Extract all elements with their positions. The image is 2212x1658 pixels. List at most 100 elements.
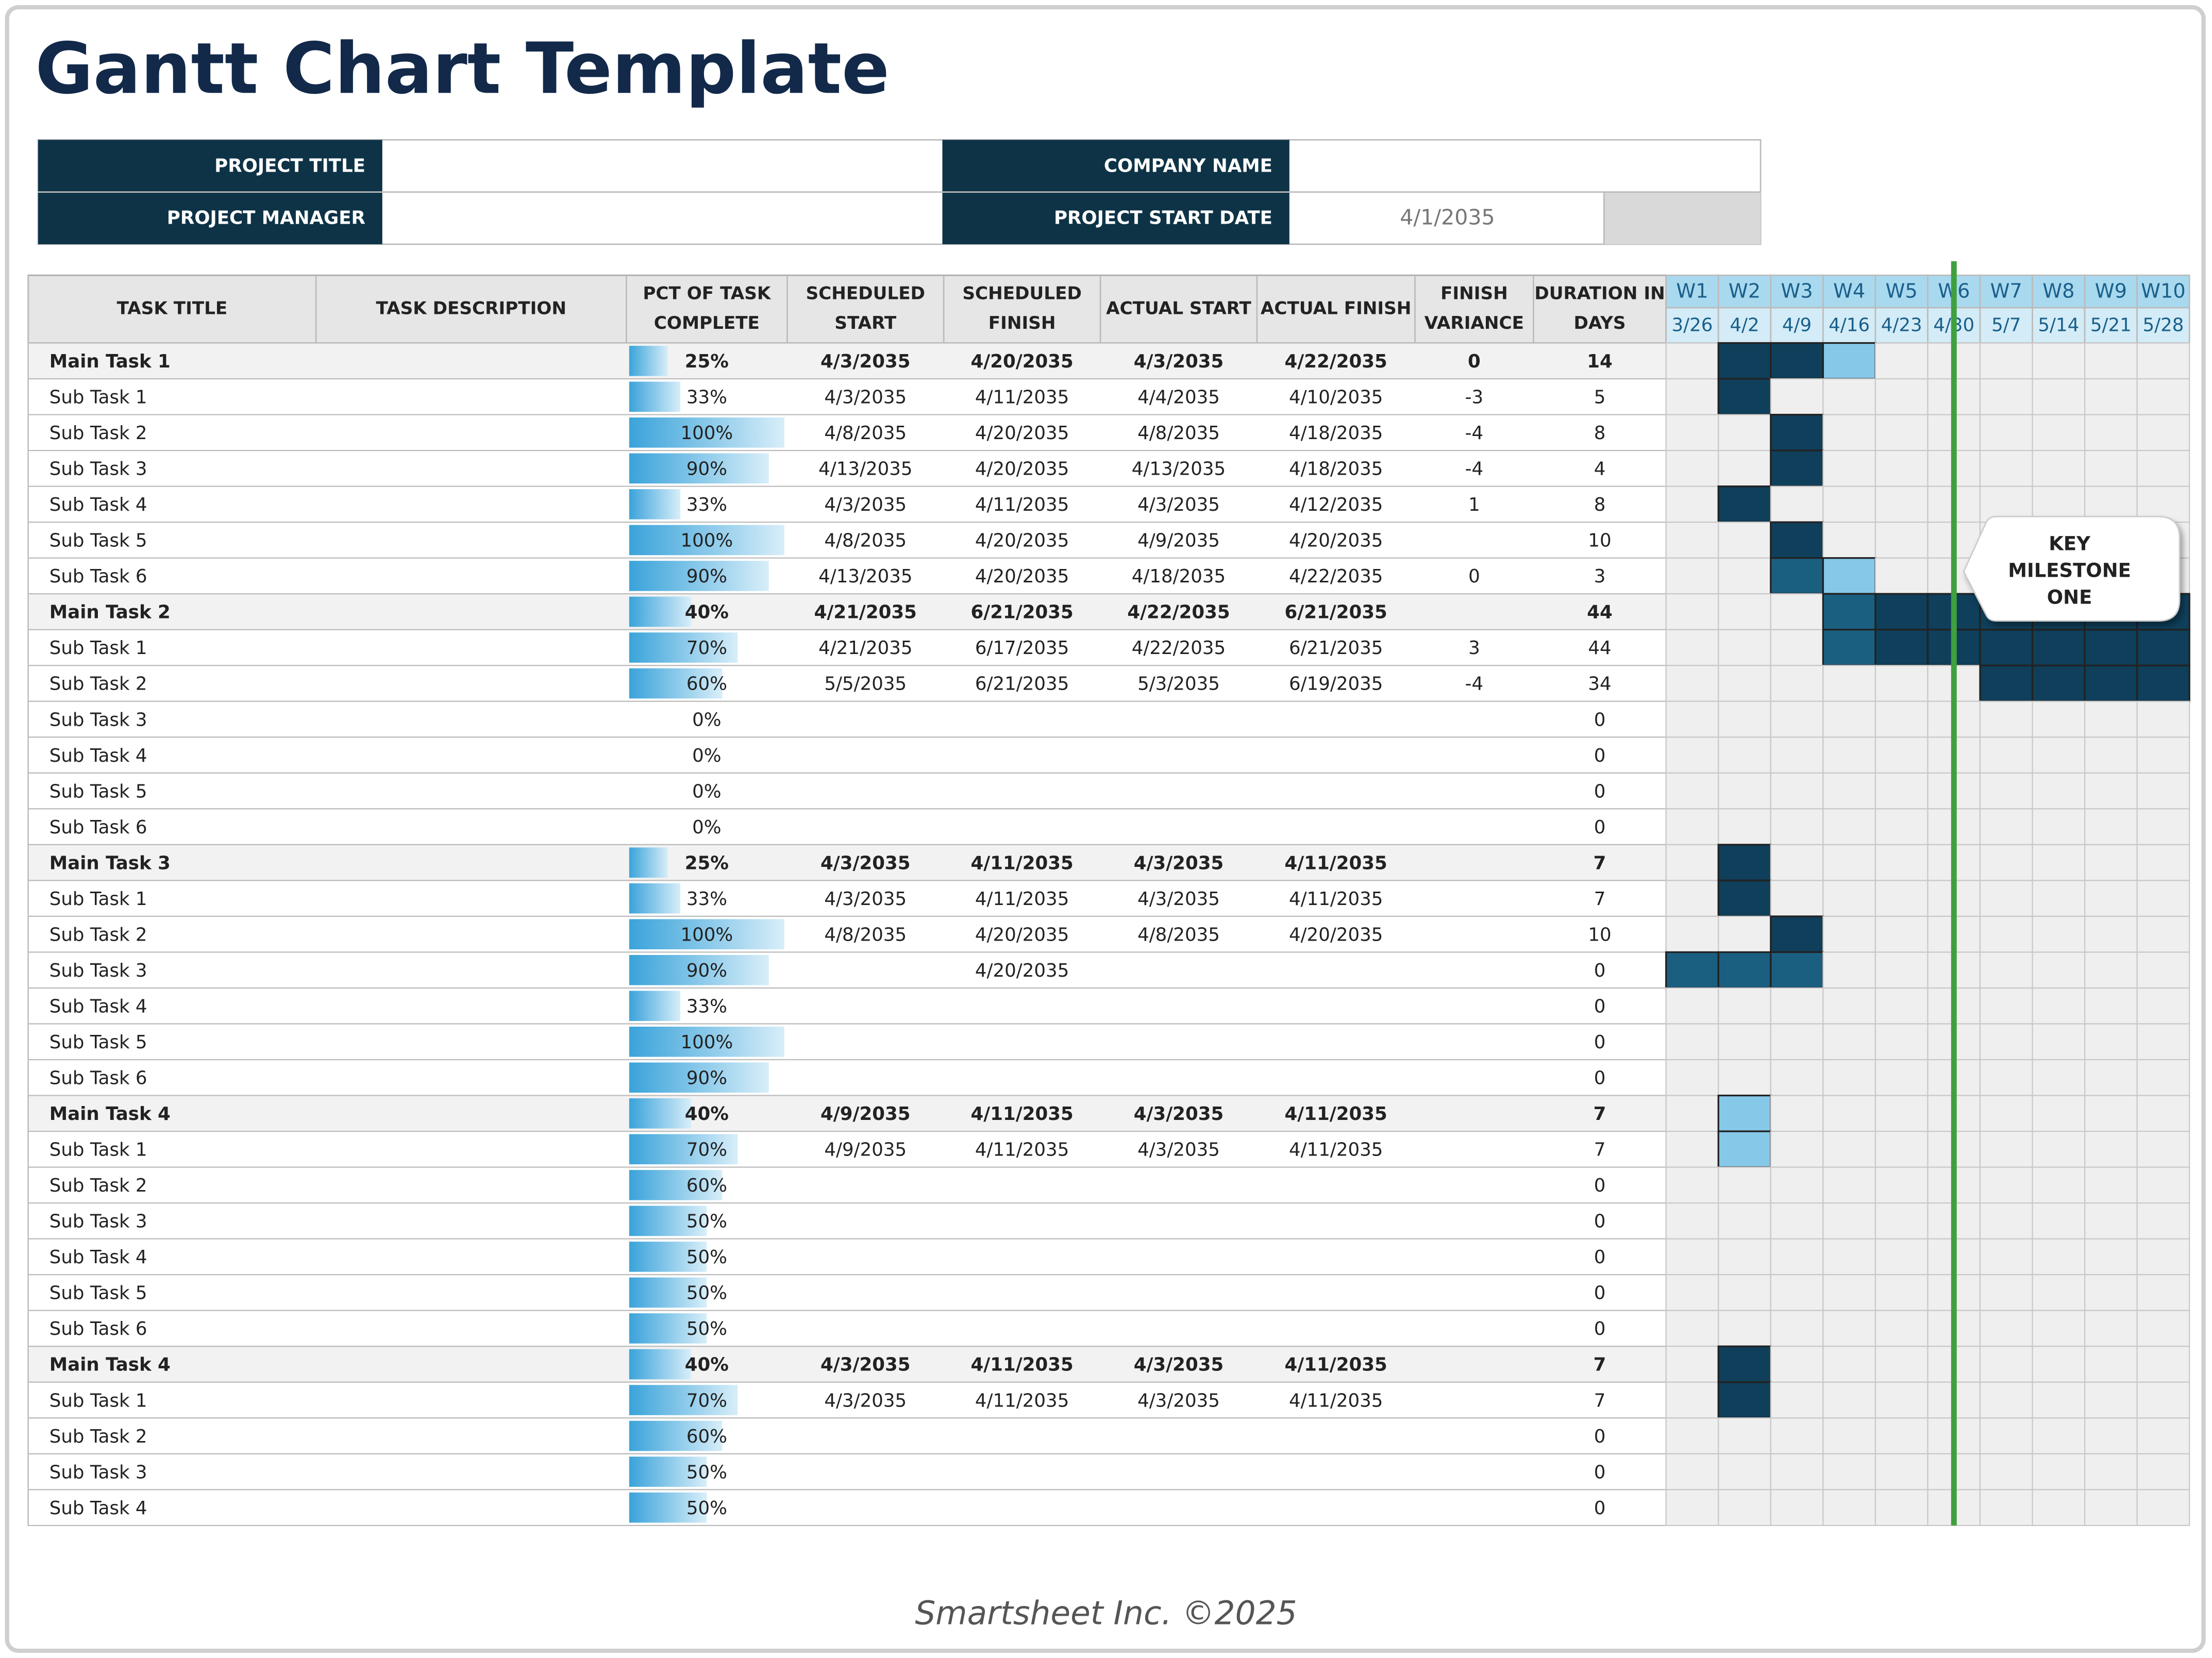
gantt-cell [1874,414,1929,451]
cell: 5/3/2035 [1137,674,1220,695]
row-bg [27,1166,1667,1204]
gantt-cell [1979,808,2033,845]
gantt-cell [1718,808,1771,845]
gantt-cell [1770,880,1824,917]
gantt-cell [2136,1166,2190,1204]
gantt-cell [1718,557,1771,595]
gantt-cell [1665,1130,1719,1168]
task-title: Sub Task 1 [49,387,147,408]
task-title: Main Task 4 [49,1354,171,1376]
cell: 25% [685,351,729,372]
pct-bar [629,525,784,556]
gantt-bar [1770,521,1824,559]
gantt-cell [1874,1346,1929,1383]
row-bg [27,1453,1667,1490]
gantt-cell [2084,700,2138,738]
gantt-cell [1770,1274,1824,1311]
gantt-cell [1665,736,1719,774]
gantt-cell [1874,844,1929,881]
cell: 6/21/2035 [1285,602,1387,623]
gantt-cell [1874,342,1929,380]
gantt-bar [1717,844,1772,882]
row-bg [27,485,1667,523]
row-bg [27,450,1667,487]
gantt-bar [1717,951,1772,989]
task-title: Sub Task 5 [49,1032,147,1053]
gantt-bar [1665,951,1719,989]
row-bg [27,1238,1667,1276]
week-date: 5/7 [1991,315,2021,336]
gantt-cell [1718,1310,1771,1347]
cell: 60% [686,1175,727,1196]
gantt-cell [1979,1023,2033,1061]
task-title: Sub Task 3 [49,1462,147,1483]
week-header [1665,274,1719,309]
gantt-bar [2031,664,2086,702]
row-bg [27,987,1667,1025]
column-header: ACTUAL START [1106,298,1251,319]
gantt-cell [2084,450,2138,487]
gantt-cell [1979,1130,2033,1168]
gantt-cell [2136,1346,2190,1383]
row-bg [27,1274,1667,1311]
cell: 4/22/2035 [1285,351,1387,372]
task-title: Main Task 2 [49,602,171,623]
cell: 4/13/2035 [1132,459,1226,480]
cell: 0 [1594,1283,1606,1304]
gantt-cell [1874,450,1929,487]
gantt-cell [1665,915,1719,953]
gantt-cell [2084,1453,2138,1490]
pct-bar [629,847,668,878]
gantt-cell [1874,1202,1929,1240]
gantt-cell [1979,1381,2033,1419]
gantt-cell [1874,665,1929,702]
gantt-cell [1770,1095,1824,1132]
cell: 50% [686,1283,727,1304]
cell: 4/4/2035 [1137,387,1220,408]
cell: 4/18/2035 [1289,459,1383,480]
gantt-cell [1979,414,2033,451]
gantt-cell [1874,915,1929,953]
gantt-cell [1979,844,2033,881]
gantt-cell [2032,1095,2086,1132]
cell: 4/11/2035 [1289,1140,1383,1161]
gantt-cell [1718,700,1771,738]
cell: 0 [1594,745,1606,766]
cell: 4/12/2035 [1289,494,1383,515]
gantt-cell [2084,1346,2138,1383]
gantt-cell [1665,1023,1719,1061]
cell: 40% [685,602,729,623]
cell: 4/20/2035 [1289,924,1383,945]
gantt-cell [2032,1489,2086,1526]
gantt-cell [1979,450,2033,487]
cell: 4/3/2035 [820,351,911,372]
gantt-cell [1665,557,1719,595]
pct-bar [629,1205,707,1236]
cell: 70% [686,1390,727,1411]
week-label: W7 [1990,279,2022,303]
pct-bar [629,1098,692,1129]
cell: 4/3/2035 [1134,852,1224,874]
gantt-cell [1822,1059,1876,1096]
gantt-bar [1717,1381,1772,1419]
gantt-cell [1718,736,1771,774]
pct-bar [629,1026,784,1057]
task-title: Sub Task 4 [49,1498,147,1519]
gantt-cell [1822,1417,1876,1454]
cell: 0 [1594,1032,1606,1053]
cell: 50% [686,1498,727,1519]
pct-bar [629,381,681,412]
gantt-cell [1874,522,1929,559]
gantt-cell [1770,629,1824,666]
milestone-label: ONE [2047,586,2092,608]
gantt-cell [1822,1095,1876,1132]
cell: 100% [681,530,733,551]
gantt-bar [1717,1130,1772,1168]
cell: 4/3/2035 [820,852,911,874]
cell: 4/3/2035 [820,1354,911,1376]
cell: 4/20/2035 [975,423,1069,444]
gantt-bar [1770,557,1824,595]
gantt-cell [2032,1346,2086,1383]
column-header: DURATION IN [1534,283,1665,304]
